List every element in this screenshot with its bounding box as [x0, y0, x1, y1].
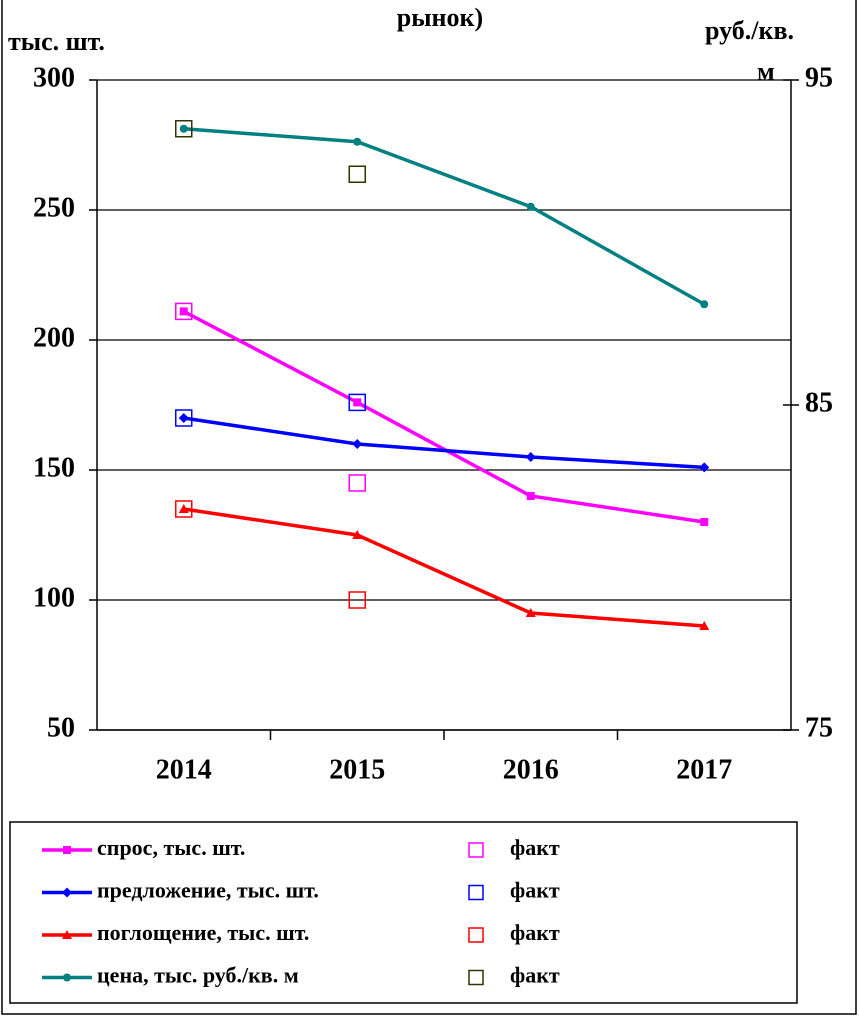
legend-marker: [63, 973, 71, 982]
point: [699, 462, 710, 473]
point: [353, 137, 362, 146]
legend-marker: [62, 887, 72, 898]
legend-label: факт: [510, 878, 560, 903]
point: [175, 500, 193, 518]
point: [525, 452, 536, 462]
series-line: [182, 309, 705, 524]
point: [348, 474, 366, 492]
point: [348, 393, 366, 412]
legend-marker: [468, 969, 484, 986]
legend-box: [9, 821, 798, 1004]
point: [348, 591, 366, 609]
legend-label: цена, тыс. руб./кв. м: [97, 963, 299, 988]
y2-tick-label: 85: [805, 387, 833, 418]
point: [699, 621, 710, 630]
point: [526, 202, 535, 211]
legend-label: факт: [510, 835, 560, 860]
legend-label: факт: [510, 963, 560, 988]
point: [175, 302, 193, 321]
legend-marker: [62, 930, 72, 939]
point: [352, 439, 363, 449]
point: [175, 120, 193, 138]
x-tick-label: 2015: [329, 754, 385, 785]
point: [353, 398, 362, 407]
x-tick-label: 2016: [503, 754, 559, 785]
legend-label: поглощение, тыс. шт.: [97, 920, 309, 945]
y2-tick-label: 95: [805, 62, 833, 93]
series-line: [183, 416, 705, 470]
point: [178, 504, 189, 513]
series-line: [183, 127, 706, 306]
y-tick-label: 50: [47, 712, 75, 743]
legend-marker: [468, 884, 484, 901]
point: [348, 165, 366, 183]
y-tick-label: 100: [33, 582, 75, 613]
legend-marker: [63, 846, 71, 854]
y2-tick-label: 75: [805, 712, 833, 743]
y-tick-label: 250: [33, 192, 75, 223]
y-tick-label: 300: [33, 62, 75, 93]
chart-title: рынок): [397, 3, 483, 32]
x-tick-label: 2014: [156, 754, 212, 785]
y2-axis-label: м: [757, 57, 775, 86]
legend-marker: [468, 842, 484, 858]
point: [700, 300, 709, 309]
y2-axis-label: руб./кв.: [705, 16, 794, 45]
point: [178, 413, 189, 423]
series-line: [183, 507, 705, 628]
point: [179, 124, 188, 133]
point: [526, 492, 535, 500]
legend-label: факт: [510, 920, 560, 945]
legend-label: спрос, тыс. шт.: [97, 835, 245, 860]
point: [700, 518, 709, 526]
legend-marker: [468, 927, 484, 943]
y-tick-label: 200: [33, 322, 75, 353]
point: [352, 530, 363, 539]
x-tick-label: 2017: [676, 754, 732, 785]
y-tick-label: 150: [33, 452, 75, 483]
point: [175, 409, 193, 427]
y-axis-label: тыс. шт.: [8, 27, 105, 56]
legend-label: предложение, тыс. шт.: [97, 878, 319, 903]
point: [525, 608, 536, 617]
point: [179, 307, 188, 316]
